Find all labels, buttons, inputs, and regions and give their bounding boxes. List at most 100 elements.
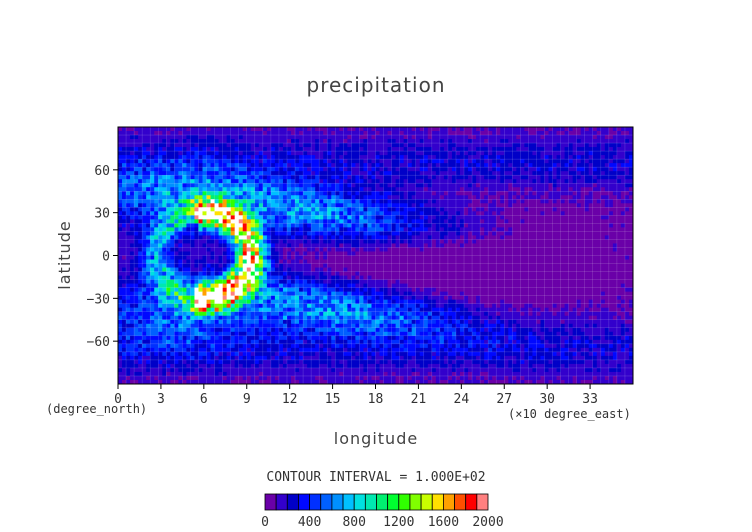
heatmap-cell — [258, 191, 264, 196]
heatmap-cell — [190, 243, 195, 248]
heatmap-cell — [500, 191, 505, 196]
heatmap-cell — [423, 231, 429, 236]
heatmap-cell — [274, 223, 280, 228]
heatmap-cell — [488, 279, 493, 285]
heatmap-cell — [443, 231, 449, 236]
heatmap-cell — [238, 147, 244, 152]
heatmap-cell — [162, 179, 167, 184]
heatmap-cell — [150, 135, 155, 140]
heatmap-cell — [568, 127, 574, 132]
heatmap-cell — [198, 199, 203, 204]
heatmap-cell — [608, 267, 614, 272]
heatmap-cell — [387, 183, 392, 188]
heatmap-cell — [504, 143, 509, 148]
heatmap-cell — [419, 247, 425, 252]
heatmap-cell — [468, 267, 473, 272]
heatmap-cell — [218, 143, 224, 148]
heatmap-cell — [194, 271, 199, 276]
heatmap-cell — [500, 219, 505, 224]
heatmap-cell — [178, 259, 183, 264]
heatmap-cell — [146, 167, 151, 172]
heatmap-cell — [500, 259, 505, 264]
heatmap-cell — [427, 131, 433, 136]
heatmap-cell — [588, 139, 594, 144]
heatmap-cell — [307, 223, 312, 228]
heatmap-cell — [150, 219, 155, 224]
heatmap-cell — [339, 171, 344, 176]
heatmap-cell — [371, 251, 376, 256]
heatmap-cell — [564, 235, 570, 240]
heatmap-cell — [588, 255, 594, 260]
heatmap-cell — [580, 263, 586, 268]
heatmap-cell — [122, 171, 127, 176]
heatmap-cell — [327, 147, 332, 152]
heatmap-cell — [500, 231, 505, 236]
heatmap-cell — [339, 235, 344, 240]
heatmap-cell — [146, 127, 151, 132]
heatmap-cell — [134, 207, 139, 212]
heatmap-cell — [186, 239, 191, 244]
heatmap-cell — [307, 139, 312, 144]
heatmap-cell — [186, 135, 191, 140]
heatmap-cell — [162, 203, 167, 208]
heatmap-cell — [492, 267, 497, 272]
heatmap-cell — [552, 215, 557, 220]
heatmap-cell — [588, 231, 594, 236]
heatmap-cell — [596, 247, 602, 252]
heatmap-cell — [576, 135, 582, 140]
heatmap-cell — [162, 147, 167, 152]
heatmap-cell — [427, 191, 433, 196]
heatmap-cell — [327, 227, 332, 232]
heatmap-cell — [504, 191, 509, 196]
heatmap-cell — [118, 239, 123, 244]
heatmap-cell — [564, 139, 570, 144]
heatmap-cell — [560, 131, 565, 136]
heatmap-cell — [580, 191, 586, 196]
heatmap-cell — [142, 131, 147, 136]
heatmap-cell — [355, 167, 360, 172]
heatmap-cell — [472, 239, 477, 244]
heatmap-cell — [544, 203, 549, 208]
heatmap-cell — [234, 183, 240, 188]
heatmap-cell — [399, 187, 405, 192]
heatmap-cell — [604, 223, 610, 228]
heatmap-cell — [492, 159, 497, 164]
heatmap-cell — [464, 255, 469, 260]
heatmap-cell — [194, 183, 199, 188]
heatmap-cell — [600, 175, 606, 180]
heatmap-cell — [282, 267, 288, 272]
heatmap-cell — [500, 267, 505, 272]
heatmap-cell — [520, 271, 525, 276]
heatmap-cell — [628, 147, 634, 152]
heatmap-cell — [335, 195, 340, 200]
heatmap-cell — [387, 235, 392, 240]
heatmap-cell — [447, 187, 453, 192]
heatmap-cell — [367, 159, 372, 164]
heatmap-cell — [286, 171, 292, 176]
heatmap-cell — [178, 171, 183, 176]
heatmap-cell — [323, 183, 328, 188]
heatmap-cell — [206, 247, 211, 252]
heatmap-cell — [130, 151, 135, 156]
heatmap-cell — [600, 127, 606, 132]
heatmap-cell — [118, 183, 123, 188]
heatmap-cell — [291, 147, 296, 152]
heatmap-cell — [226, 231, 232, 236]
heatmap-cell — [274, 127, 280, 132]
heatmap-cell — [532, 267, 537, 272]
heatmap-cell — [520, 127, 525, 132]
heatmap-cell — [455, 175, 461, 180]
heatmap-cell — [431, 143, 437, 148]
heatmap-cell — [568, 251, 574, 256]
heatmap-cell — [492, 167, 497, 172]
heatmap-cell — [238, 131, 244, 136]
heatmap-cell — [162, 143, 167, 148]
heatmap-cell — [447, 147, 453, 152]
heatmap-cell — [282, 207, 288, 212]
heatmap-cell — [512, 211, 517, 216]
heatmap-cell — [327, 187, 332, 192]
heatmap-cell — [516, 219, 521, 224]
heatmap-cell — [307, 231, 312, 236]
heatmap-cell — [323, 275, 328, 280]
heatmap-cell — [222, 151, 228, 156]
